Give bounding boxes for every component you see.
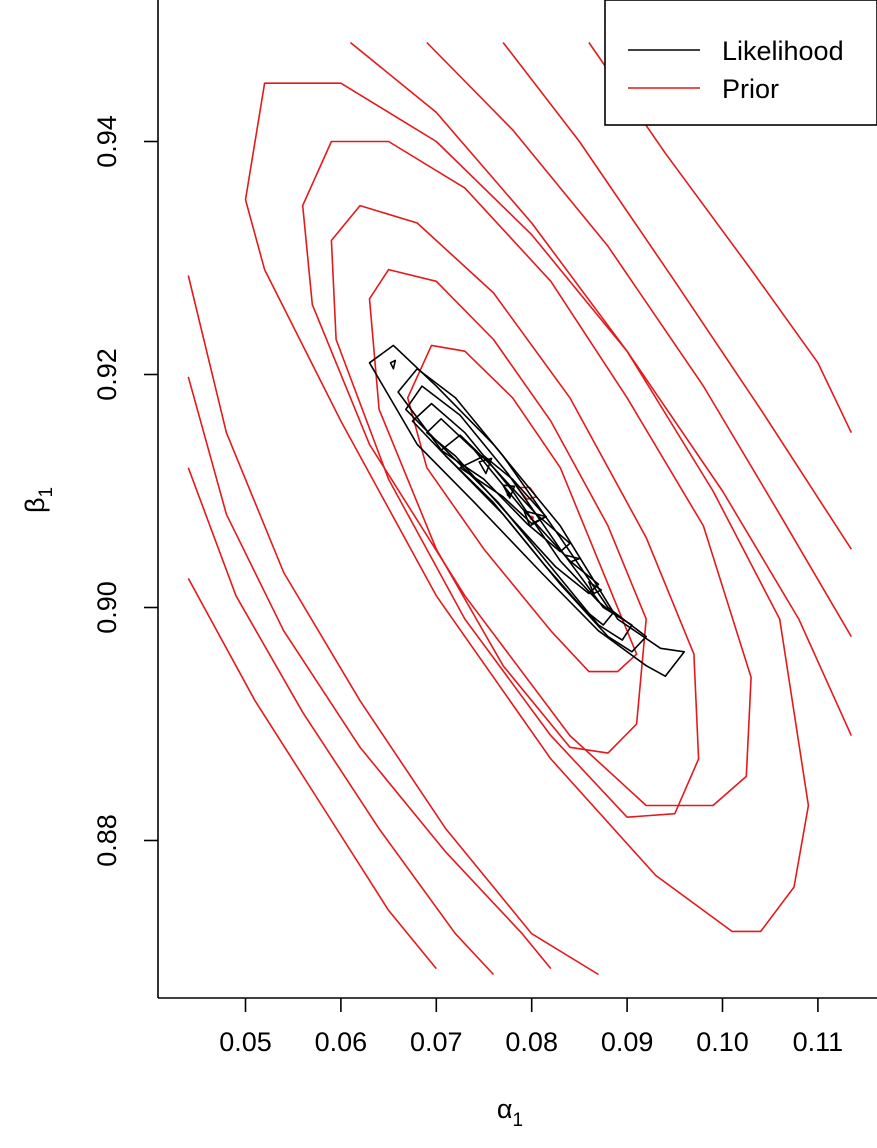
y-tick-label: 0.88 [92,814,122,867]
prior-contour-level-9 [187,467,495,976]
y-axis-label: β1 [20,487,57,513]
y-axis-label-subscript: 1 [36,487,57,498]
x-axis-label: α1 [497,1094,523,1131]
prior-contour-level-7 [187,275,599,976]
prior-contour-level-8 [187,376,552,970]
legend: Likelihood Prior [604,0,877,126]
likelihood-contour-level-4 [411,402,614,626]
prior-contour-level-6 [244,82,810,933]
x-tick-label: 0.09 [601,1027,654,1057]
x-tick-label: 0.10 [696,1027,749,1057]
likelihood-contour-level-8 [502,484,516,499]
x-tick-label: 0.11 [793,1027,844,1057]
x-tick-label: 0.06 [315,1027,368,1057]
likelihood-contour-level-5 [425,417,600,595]
likelihood-contour-level-8 [523,509,547,527]
legend-box [604,0,877,126]
x-tick-label: 0.07 [410,1027,463,1057]
likelihood-contour-level-8 [478,457,493,475]
x-axis-label-main: α [497,1094,513,1124]
prior-contour-level-4 [330,204,700,819]
prior-contour-level-7 [349,41,853,736]
y-tick-label: 0.92 [92,348,122,401]
y-tick-label: 0.90 [92,581,122,634]
prior-contour-level-10 [187,578,437,970]
contour-layer [187,41,853,976]
likelihood-center-point [506,492,512,497]
likelihood-contour-level-8 [389,359,397,370]
x-tick-label: 0.05 [219,1027,272,1057]
prior-contour-level-2 [406,344,638,673]
prior-contour-level-9 [502,42,852,550]
y-axis-label-main: β [20,498,50,514]
legend-label-prior: Prior [722,74,779,104]
likelihood-contour-level-1 [368,344,686,678]
series-prior [187,41,853,976]
prior-contour-level-5 [301,140,752,807]
series-likelihood [368,344,686,678]
y-axis: 0.88 0.90 0.92 0.94 [92,115,158,867]
likelihood-contour-level-8 [588,581,603,595]
x-tick-label: 0.08 [505,1027,558,1057]
prior-contour-level-8 [426,41,852,638]
likelihood-contour-level-8 [564,554,581,563]
x-axis-label-subscript: 1 [513,1110,524,1131]
legend-label-likelihood: Likelihood [722,36,844,66]
x-axis: 0.05 0.06 0.07 0.08 0.09 0.10 0.11 [219,998,843,1057]
y-tick-label: 0.94 [92,115,122,168]
